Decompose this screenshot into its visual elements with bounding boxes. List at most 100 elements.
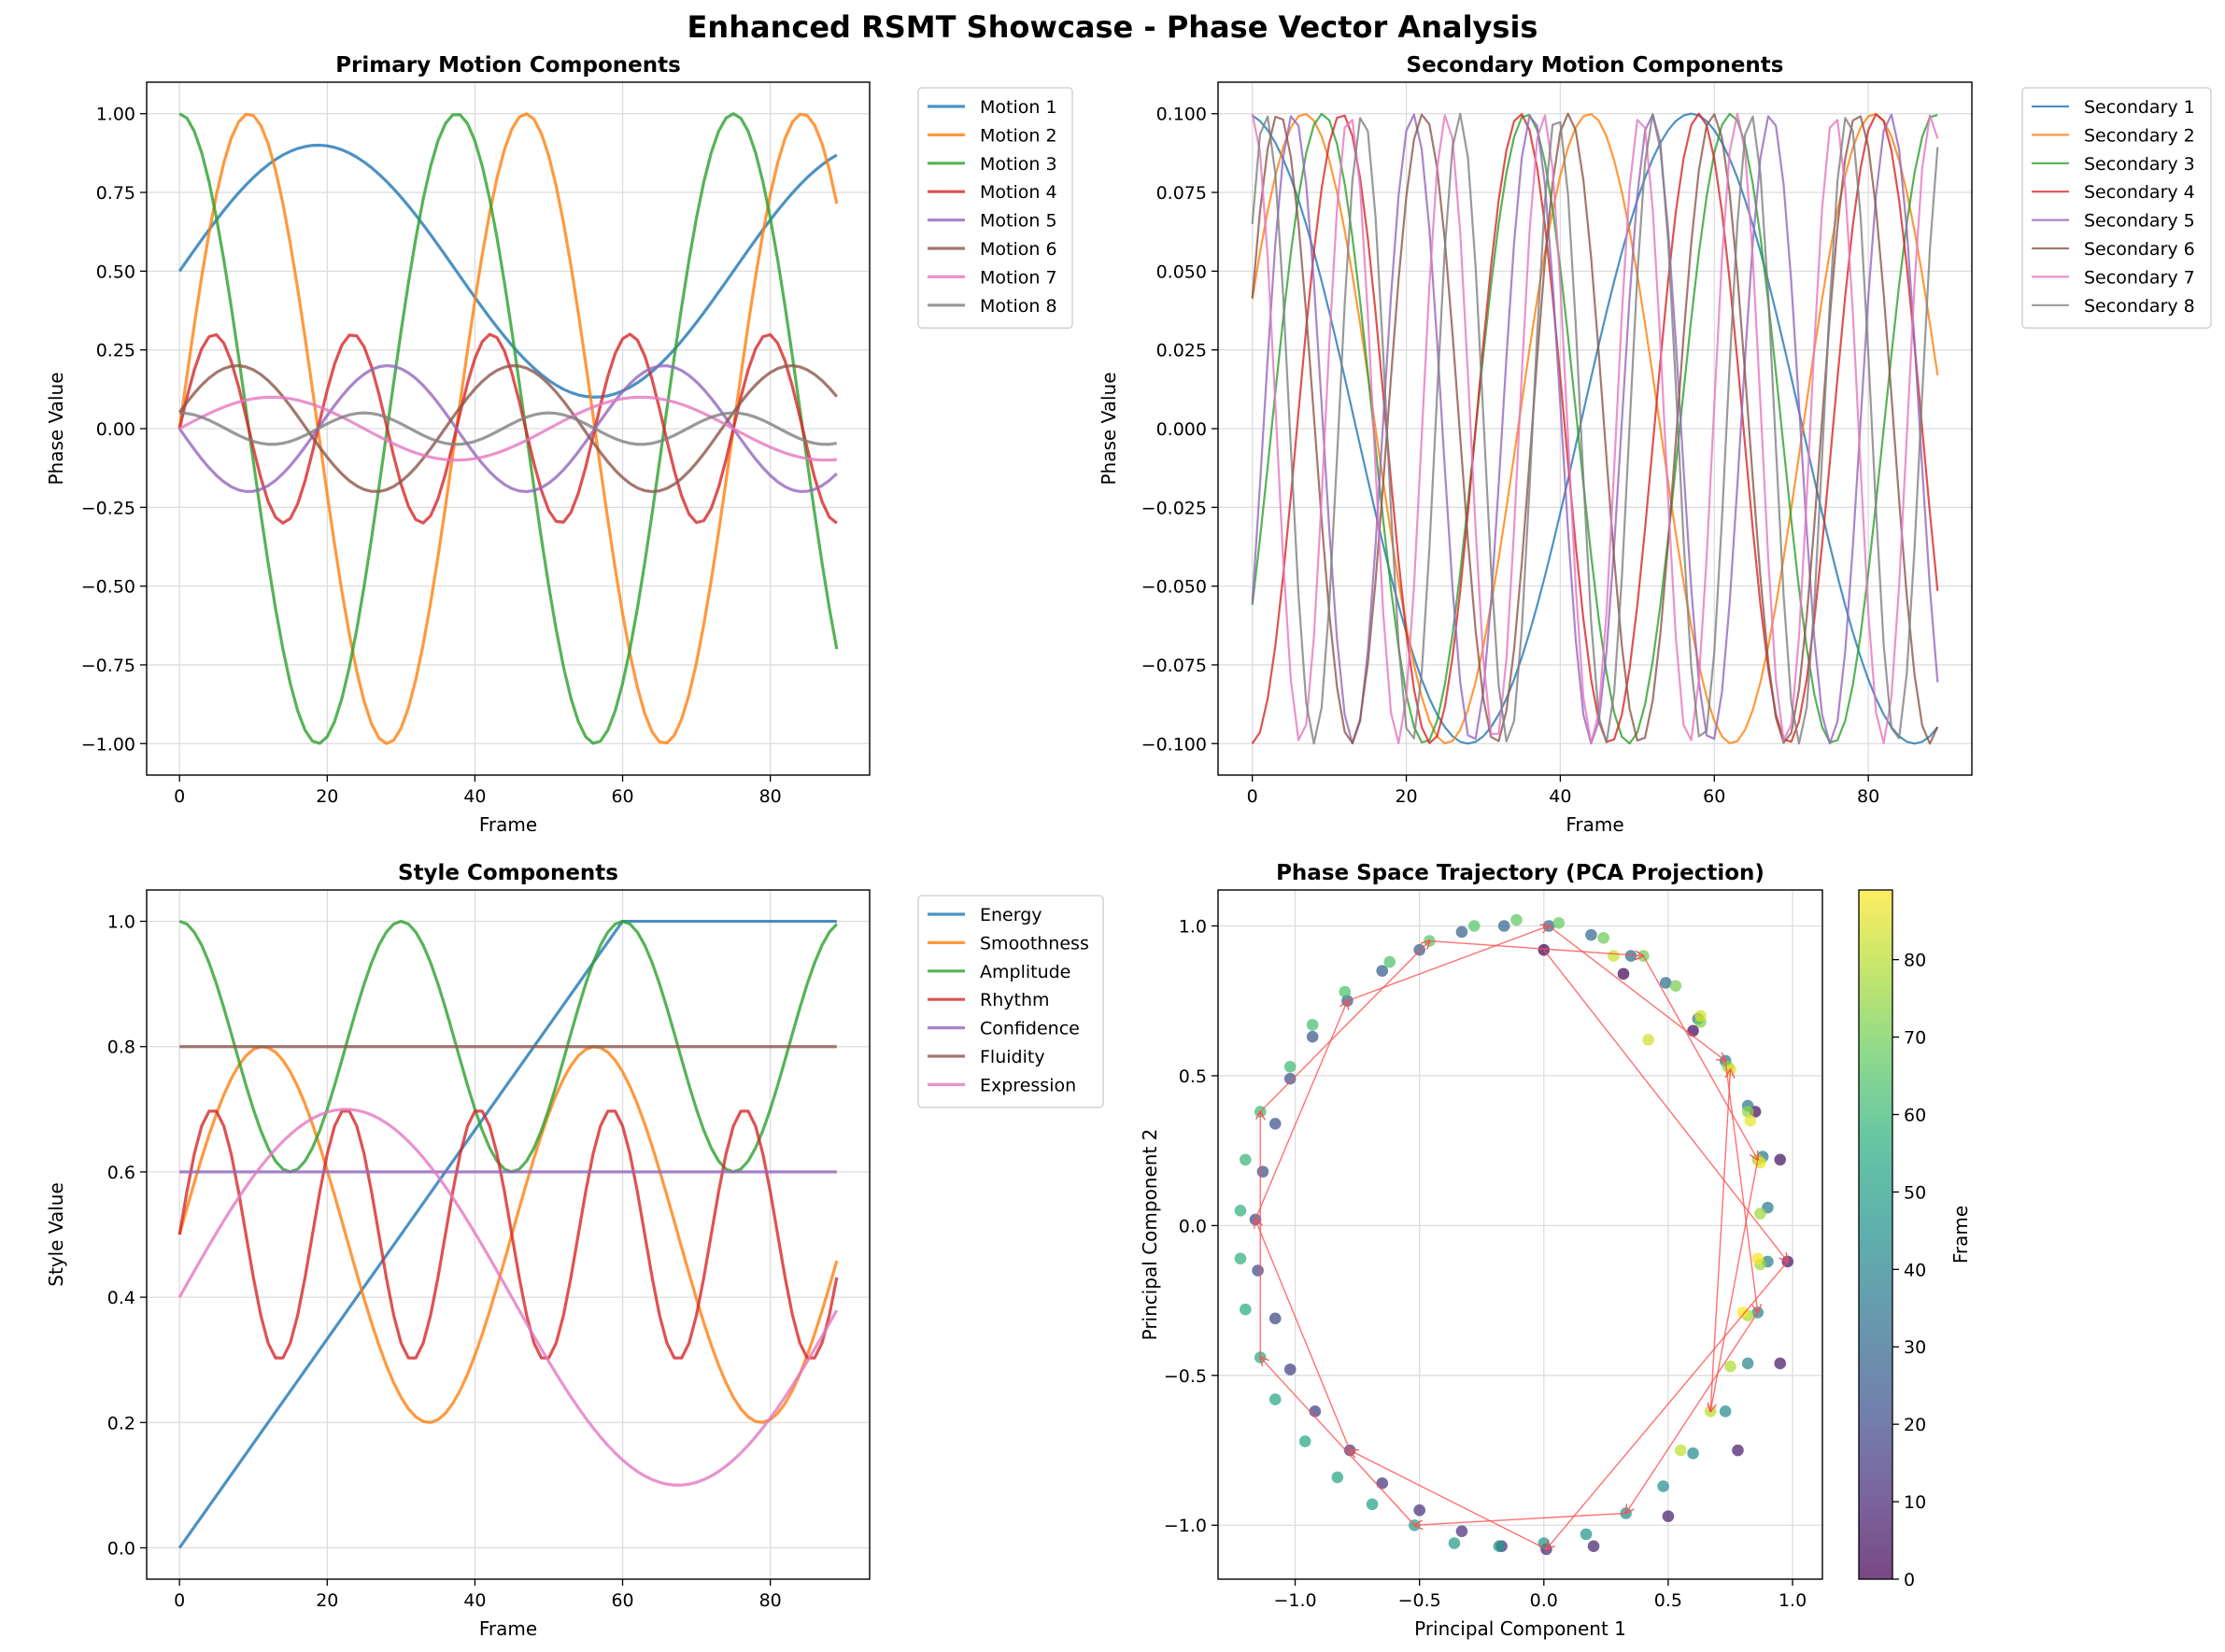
- y-tick-label: 0.4: [107, 1288, 135, 1308]
- colorbar-tick-label: 50: [1904, 1182, 1926, 1203]
- scatter-point: [1657, 1480, 1669, 1492]
- x-tick-label: 80: [759, 1590, 782, 1611]
- trajectory-arrow: [1259, 941, 1429, 1112]
- scatter-point: [1754, 1207, 1766, 1220]
- y-tick-label: −0.050: [1141, 577, 1207, 598]
- y-tick-label: 0.25: [96, 341, 135, 361]
- series-line-2: [177, 112, 839, 745]
- y-tick-label: 0.75: [96, 183, 135, 204]
- y-tick-label: −0.075: [1141, 656, 1207, 676]
- y-tick-label: −1.00: [81, 734, 135, 755]
- series-line-5: [1251, 113, 1939, 745]
- x-tick-label: 0.5: [1654, 1590, 1682, 1611]
- scatter-point: [1732, 1444, 1744, 1457]
- y-tick-label: 0.0: [1179, 1216, 1207, 1236]
- series-line-6: [177, 363, 839, 494]
- trajectory-arrow: [1543, 949, 1788, 1262]
- legend-label: Smoothness: [980, 933, 1089, 953]
- series-line-3: [1251, 112, 1938, 745]
- series-line-1: [177, 919, 837, 1549]
- scatter-point: [1587, 1540, 1600, 1553]
- legend-label: Secondary 3: [2084, 154, 2195, 175]
- scatter-point: [1624, 950, 1637, 962]
- y-tick-label: 0.8: [107, 1038, 135, 1058]
- colorbar-tick-label: 70: [1904, 1028, 1926, 1049]
- panel-pca: −1.0 −0.5 0.0 0.5 1.0 −1.0 −0.5 0.0 0.5 1.0 Phase …: [1139, 861, 1972, 1640]
- colorbar-label: Frame: [1949, 1206, 1972, 1264]
- y-tick-label: 0.6: [107, 1163, 135, 1183]
- colorbar-tick-label: 60: [1904, 1105, 1926, 1125]
- scatter-point: [1306, 1019, 1319, 1031]
- legend-label: Expression: [980, 1075, 1076, 1095]
- colorbar-tick-label: 20: [1904, 1415, 1926, 1435]
- scatter-point: [1252, 1264, 1264, 1277]
- scatter-point: [1741, 1357, 1754, 1370]
- y-tick-label: 1.00: [96, 105, 135, 125]
- series-line-4: [177, 332, 838, 525]
- legend-label: Motion 8: [980, 296, 1057, 317]
- y-tick-label: 1.0: [107, 912, 135, 933]
- series-line-4: [177, 1109, 839, 1360]
- plot-frame: [1217, 81, 1973, 776]
- x-tick-label: 40: [463, 1590, 486, 1611]
- x-tick-label: 40: [1549, 786, 1571, 807]
- y-axis-label: Phase Value: [1098, 373, 1120, 486]
- scatter-point: [1448, 1537, 1461, 1549]
- chart-title: Phase Space Trajectory (PCA Projection): [1276, 861, 1764, 885]
- panel-primary: 0 20 40 60 80 −1.00 −0.75 −0.50 −0.25 0.00 0.25 0.5…: [45, 53, 1073, 836]
- colorbar-tick-label: 40: [1904, 1260, 1926, 1280]
- x-tick-label: 80: [759, 786, 782, 807]
- scatter-point: [1256, 1165, 1269, 1178]
- series-group: [1251, 112, 1939, 745]
- series-group: [177, 919, 839, 1549]
- scatter-point: [1283, 1061, 1297, 1073]
- trajectory-arrow: [1350, 1450, 1547, 1550]
- x-tick-label: 80: [1857, 786, 1879, 807]
- trajectory-arrow: [1254, 1001, 1348, 1221]
- scatter-point: [1268, 1312, 1282, 1325]
- scatter-point: [1687, 1447, 1699, 1460]
- legend-box: [2021, 87, 2212, 329]
- scatter-point: [1376, 1477, 1389, 1490]
- x-tick-label: 20: [316, 786, 338, 807]
- legend-label: Motion 1: [980, 97, 1057, 118]
- scatter-point: [1366, 1498, 1379, 1511]
- scatter-point: [1306, 1030, 1319, 1043]
- plot-frame: [146, 889, 871, 1580]
- legend-label: Secondary 8: [2084, 296, 2195, 317]
- y-tick-label: −0.75: [81, 656, 135, 676]
- y-tick-label: 0.2: [107, 1413, 135, 1433]
- scatter-point: [1376, 965, 1389, 977]
- plot-frame: [146, 81, 871, 776]
- trajectory-arrow: [1724, 1060, 1758, 1313]
- scatter-point: [1741, 1106, 1754, 1118]
- scatter-point: [1283, 1072, 1297, 1085]
- y-tick-label: 1.0: [1179, 917, 1207, 938]
- y-tick-label: −0.50: [81, 577, 135, 598]
- legend-label: Motion 7: [980, 267, 1057, 288]
- x-tick-label: 20: [316, 1590, 338, 1611]
- legend-label: Secondary 6: [2084, 239, 2195, 260]
- trajectory-arrow: [1347, 926, 1549, 1002]
- scatter-point: [1239, 1303, 1252, 1316]
- y-tick-label: 0.075: [1156, 183, 1207, 204]
- legend-label: Amplitude: [980, 962, 1070, 982]
- colorbar: [1858, 889, 1893, 1580]
- legend-label: Energy: [980, 905, 1042, 925]
- legend-label: Secondary 5: [2084, 211, 2195, 232]
- x-tick-label: −0.5: [1398, 1590, 1441, 1611]
- trajectory-arrow: [1414, 1512, 1626, 1525]
- scatter-point: [1268, 1393, 1282, 1405]
- x-tick-label: −1.0: [1273, 1590, 1316, 1611]
- scatter-point: [1455, 925, 1468, 939]
- series-line-7: [178, 395, 837, 462]
- trajectory-arrow: [1548, 925, 1725, 1061]
- scatter-point: [1239, 1153, 1252, 1166]
- scatter-point: [1642, 1034, 1654, 1046]
- series-line-7: [1251, 112, 1939, 744]
- scatter-point: [1234, 1205, 1247, 1217]
- scatter-point: [1608, 950, 1620, 962]
- y-tick-label: −0.5: [1164, 1366, 1207, 1387]
- scatter-point: [1724, 1360, 1736, 1373]
- trajectory-arrow: [1260, 1358, 1415, 1526]
